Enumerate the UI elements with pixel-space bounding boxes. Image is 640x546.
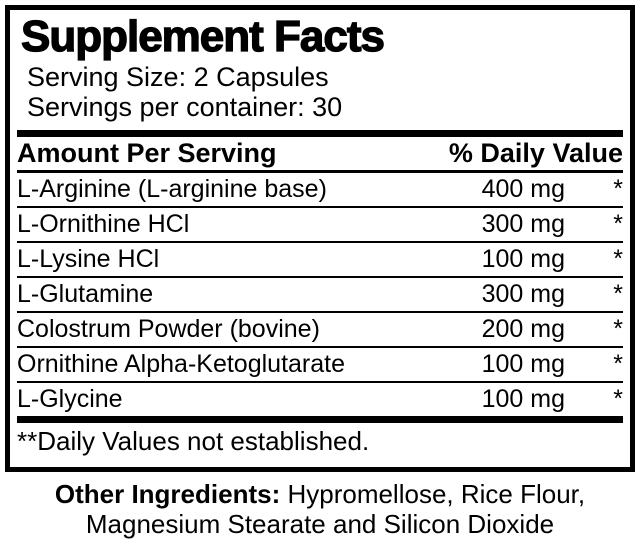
daily-value-asterisk: * (613, 175, 623, 203)
ingredient-amount: 300 mg (481, 280, 565, 308)
ingredient-amount: 400 mg (481, 175, 565, 203)
ingredient-name: L-Arginine (L-arginine base) (17, 175, 327, 203)
ingredient-name: L-Lysine HCl (17, 245, 160, 273)
divider-under-header (17, 170, 623, 173)
ingredient-name: L-Glutamine (17, 280, 154, 308)
daily-value-asterisk: * (613, 280, 623, 308)
serving-size-text: Serving Size: 2 Capsules (27, 62, 329, 92)
other-ingredients-text: Other Ingredients: Hypromellose, Rice Fl… (0, 479, 640, 539)
daily-value-asterisk: * (613, 385, 623, 413)
ingredient-amount: 300 mg (481, 210, 565, 238)
supplement-facts-panel: Supplement Facts Serving Size: 2 Capsule… (5, 5, 635, 472)
ingredient-name: L-Ornithine HCl (17, 210, 190, 238)
daily-value-asterisk: * (613, 245, 623, 273)
divider-thick-bottom (17, 416, 623, 423)
other-ingredients-line1: Hypromellose, Rice Flour, (280, 479, 586, 509)
ingredient-amount: 100 mg (481, 245, 565, 273)
ingredient-name: Colostrum Powder (bovine) (17, 315, 320, 343)
ingredient-amount: 200 mg (481, 315, 565, 343)
column-header-row: Amount Per Serving % Daily Value (17, 137, 623, 170)
ingredient-row: Ornithine Alpha-Ketoglutarate 100 mg * (17, 348, 623, 383)
ingredient-name: Ornithine Alpha-Ketoglutarate (17, 350, 345, 378)
ingredient-amount: 100 mg (481, 385, 565, 413)
other-ingredients-line2: Magnesium Stearate and Silicon Dioxide (85, 509, 555, 539)
ingredient-row: L-Arginine (L-arginine base) 400 mg * (17, 173, 623, 208)
daily-value-header: % Daily Value (448, 138, 623, 168)
ingredient-row: L-Lysine HCl 100 mg * (17, 243, 623, 278)
ingredient-row: Colostrum Powder (bovine) 200 mg * (17, 313, 623, 348)
ingredient-row: L-Ornithine HCl 300 mg * (17, 208, 623, 243)
servings-per-container-text: Servings per container: 30 (27, 92, 343, 122)
other-ingredients-label: Other Ingredients: (54, 479, 281, 509)
daily-value-footnote: **Daily Values not established. (17, 426, 370, 456)
ingredient-amount: 100 mg (481, 350, 565, 378)
daily-value-asterisk: * (613, 350, 623, 378)
ingredient-row: L-Glycine 100 mg * (17, 383, 623, 416)
daily-value-asterisk: * (613, 210, 623, 238)
ingredient-name: L-Glycine (17, 385, 123, 413)
amount-per-serving-header: Amount Per Serving (17, 138, 277, 168)
panel-title: Supplement Facts (20, 11, 385, 61)
ingredient-row: L-Glutamine 300 mg * (17, 278, 623, 313)
divider-thick-top (17, 130, 623, 137)
daily-value-asterisk: * (613, 315, 623, 343)
